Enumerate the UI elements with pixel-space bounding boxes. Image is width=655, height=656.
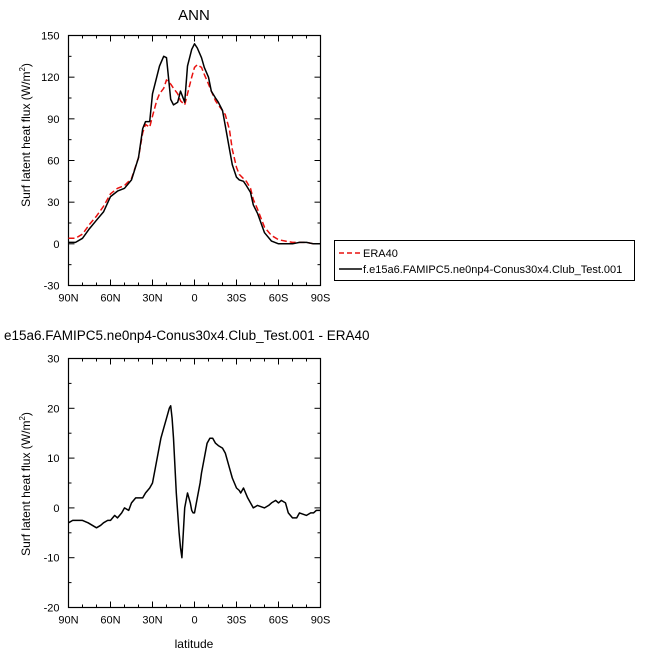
top-ylabel-sup: 2 bbox=[18, 67, 27, 72]
bottom-panel: e15a6.FAMIPC5.ne0np4-Conus30x4.Club_Test… bbox=[4, 328, 369, 651]
legend-label-model: f.e15a6.FAMIPC5.ne0np4-Conus30x4.Club_Te… bbox=[363, 264, 622, 276]
bottom-plot-frame bbox=[67, 357, 322, 609]
top-xtick-label: 30S bbox=[227, 293, 247, 305]
top-ytick-label: 150 bbox=[41, 31, 59, 43]
bottom-xtick-label: 90S bbox=[311, 615, 331, 627]
top-legend: ERA40 f.e15a6.FAMIPC5.ne0np4-Conus30x4.C… bbox=[334, 240, 635, 281]
bottom-xtick-label: 60N bbox=[100, 615, 120, 627]
legend-frame bbox=[334, 240, 635, 281]
bottom-series bbox=[68, 405, 321, 559]
svg-text:Surf latent heat flux (W/m2): Surf latent heat flux (W/m2) bbox=[18, 63, 33, 207]
bottom-ylabel-sup: 2 bbox=[18, 416, 27, 421]
top-series-line-1 bbox=[68, 43, 321, 245]
top-ticks: -30 0 30 60 90 120 150 90N 60N 30N 0 30S 60S 90S bbox=[41, 31, 330, 305]
top-xtick-label: 60S bbox=[269, 293, 289, 305]
bottom-ytick-label: 20 bbox=[47, 403, 59, 415]
top-xtick-label: 0 bbox=[191, 293, 197, 305]
bottom-ytick-label: 10 bbox=[47, 453, 59, 465]
bottom-series-line-0 bbox=[68, 405, 321, 559]
top-ytick-label: 90 bbox=[47, 114, 59, 126]
top-ylabel-main: Surf latent heat flux (W/m bbox=[19, 72, 33, 207]
svg-text:Surf latent heat flux (W/m2): Surf latent heat flux (W/m2) bbox=[18, 412, 33, 556]
bottom-ytick-label: -10 bbox=[44, 553, 60, 565]
legend-label-era40: ERA40 bbox=[363, 248, 398, 260]
top-xtick-label: 90N bbox=[58, 293, 78, 305]
top-series-line-0 bbox=[68, 63, 321, 245]
bottom-x-axis-label: latitude bbox=[175, 637, 214, 651]
bottom-chart-title: e15a6.FAMIPC5.ne0np4-Conus30x4.Club_Test… bbox=[4, 328, 369, 343]
top-chart-title: ANN bbox=[178, 7, 210, 24]
bottom-ylabel-main: Surf latent heat flux (W/m bbox=[19, 421, 33, 556]
top-plot-area: -30 0 30 60 90 120 150 90N 60N 30N 0 30S 60S 90S bbox=[41, 31, 330, 305]
bottom-ytick-label: -20 bbox=[44, 603, 60, 615]
bottom-ticks: -20 -10 0 10 20 30 90N 60N 30N 0 30S 60S 90S bbox=[44, 354, 331, 627]
top-xtick-label: 60N bbox=[100, 293, 120, 305]
bottom-xtick-label: 30N bbox=[142, 615, 162, 627]
top-panel: ANN Surf latent heat flux (W/m2) -30 0 30 6… bbox=[18, 7, 635, 305]
top-ytick-label: 0 bbox=[53, 239, 59, 251]
bottom-xtick-label: 0 bbox=[191, 615, 197, 627]
top-series bbox=[68, 43, 321, 245]
top-ylabel-end: ) bbox=[19, 63, 33, 67]
bottom-ytick-label: 30 bbox=[47, 354, 59, 366]
bottom-y-axis-label: Surf latent heat flux (W/m2) bbox=[18, 412, 33, 556]
top-plot-frame bbox=[67, 34, 322, 287]
top-ytick-label: -30 bbox=[44, 281, 60, 293]
bottom-ylabel-end: ) bbox=[19, 412, 33, 416]
bottom-plot-area: -20 -10 0 10 20 30 90N 60N 30N 0 30S 60S 90S bbox=[44, 354, 331, 627]
top-ytick-label: 30 bbox=[47, 197, 59, 209]
top-ytick-label: 60 bbox=[47, 156, 59, 168]
top-xtick-label: 30N bbox=[142, 293, 162, 305]
bottom-ytick-label: 0 bbox=[53, 503, 59, 515]
bottom-xtick-label: 90N bbox=[58, 615, 78, 627]
top-xtick-label: 90S bbox=[311, 293, 331, 305]
bottom-xtick-label: 30S bbox=[227, 615, 247, 627]
top-ytick-label: 120 bbox=[41, 72, 59, 84]
bottom-xtick-label: 60S bbox=[269, 615, 289, 627]
top-y-axis-label: Surf latent heat flux (W/m2) bbox=[18, 63, 33, 207]
